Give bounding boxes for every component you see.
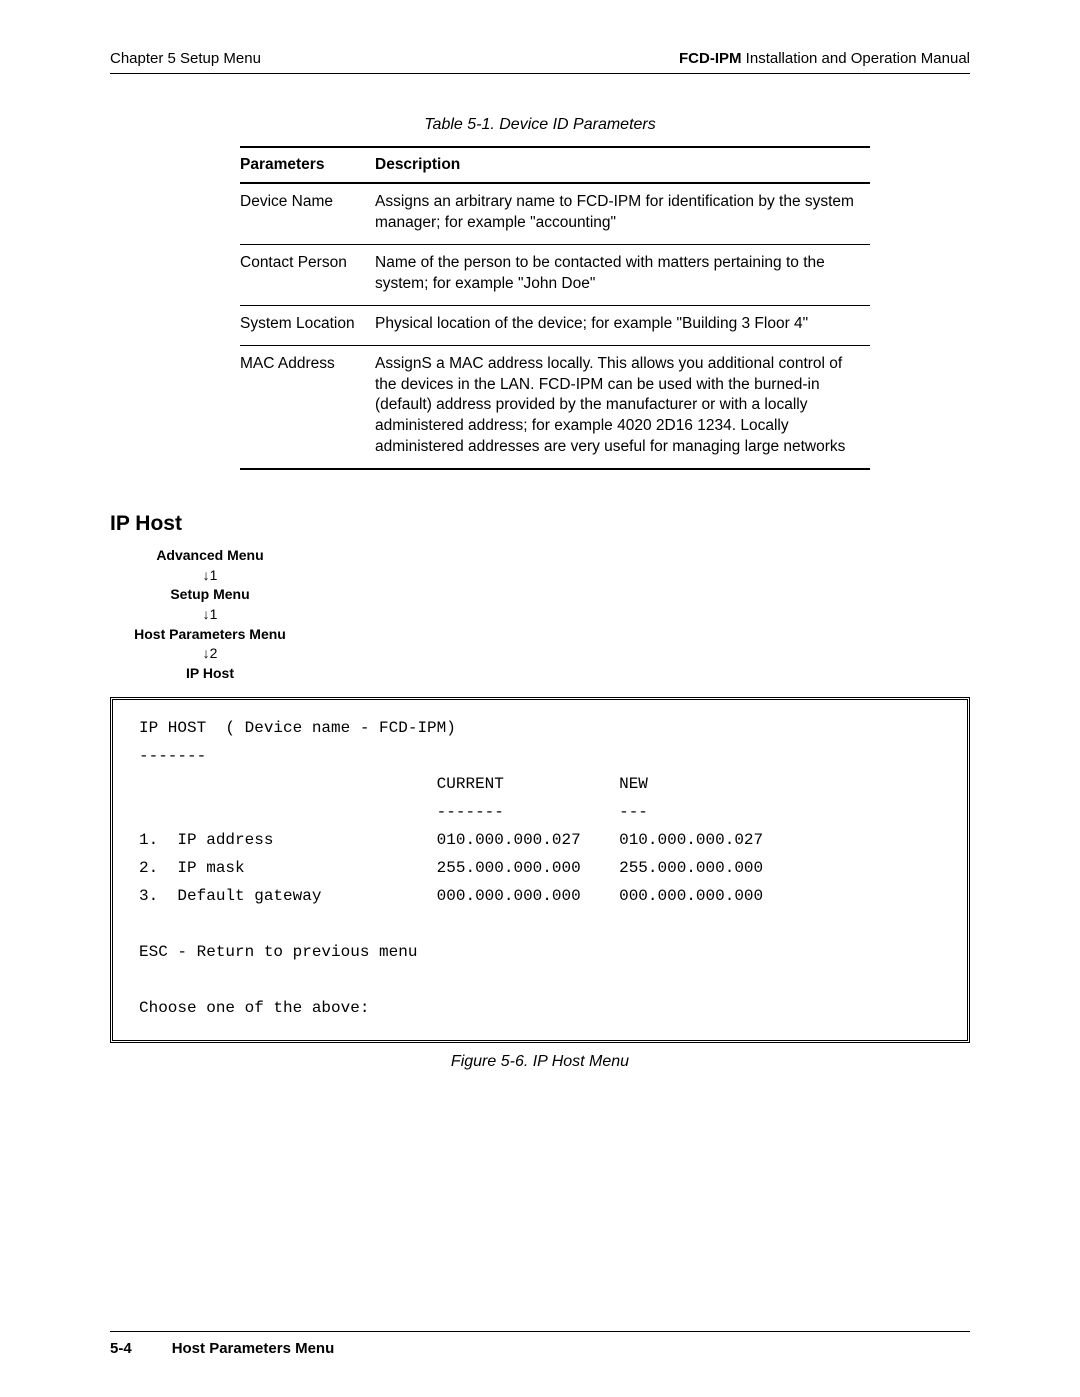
table-row: Contact Person Name of the person to be … (240, 244, 870, 305)
breadcrumb-step: Advanced Menu (110, 546, 310, 566)
term-col-current: CURRENT (437, 775, 504, 793)
term-row-new: 010.000.000.027 (619, 831, 763, 849)
breadcrumb-step: Setup Menu (110, 585, 310, 605)
terminal-menu: IP HOST ( Device name - FCD-IPM) -------… (110, 697, 970, 1043)
table-row: System Location Physical location of the… (240, 305, 870, 345)
table-caption: Table 5-1. Device ID Parameters (110, 116, 970, 134)
page-footer: 5-4 Host Parameters Menu (110, 1331, 970, 1357)
breadcrumb-step: IP Host (110, 664, 310, 684)
cell-desc: Assigns an arbitrary name to FCD-IPM for… (375, 183, 870, 244)
term-dash: ------- (139, 747, 206, 765)
term-row-current: 000.000.000.000 (437, 887, 619, 905)
term-title: IP HOST ( Device name - FCD-IPM) (139, 719, 456, 737)
term-row-current: 010.000.000.027 (437, 831, 619, 849)
term-row-label: Default gateway (177, 887, 436, 905)
cell-desc: AssignS a MAC address locally. This allo… (375, 345, 870, 469)
term-prompt: Choose one of the above: (139, 999, 369, 1017)
header-left: Chapter 5 Setup Menu (110, 50, 261, 67)
header-right-bold: FCD-IPM (679, 50, 742, 67)
cell-desc: Physical location of the device; for exa… (375, 305, 870, 345)
term-row-label: IP mask (177, 859, 436, 877)
page-header: Chapter 5 Setup Menu FCD-IPM Installatio… (110, 50, 970, 74)
breadcrumb-arrow: ↓1 (110, 605, 310, 625)
col-parameters: Parameters (240, 147, 375, 183)
term-row-num: 3. (139, 887, 158, 905)
cell-desc: Name of the person to be contacted with … (375, 244, 870, 305)
term-row-new: 000.000.000.000 (619, 887, 763, 905)
footer-section: Host Parameters Menu (172, 1340, 335, 1357)
table-row: MAC Address AssignS a MAC address locall… (240, 345, 870, 469)
section-title: IP Host (110, 512, 970, 536)
breadcrumb-arrow: ↓2 (110, 644, 310, 664)
term-row-num: 2. (139, 859, 158, 877)
cell-param: System Location (240, 305, 375, 345)
breadcrumb-arrow: ↓1 (110, 566, 310, 586)
breadcrumb-step: Host Parameters Menu (110, 625, 310, 645)
term-row-new: 255.000.000.000 (619, 859, 763, 877)
table-row: Device Name Assigns an arbitrary name to… (240, 183, 870, 244)
header-right-rest: Installation and Operation Manual (742, 50, 970, 67)
breadcrumb: Advanced Menu ↓1 Setup Menu ↓1 Host Para… (110, 546, 310, 683)
term-row-label: IP address (177, 831, 436, 849)
figure-caption: Figure 5-6. IP Host Menu (110, 1053, 970, 1071)
term-row-num: 1. (139, 831, 158, 849)
cell-param: Contact Person (240, 244, 375, 305)
term-col-new-dash: --- (619, 803, 648, 821)
table-header-row: Parameters Description (240, 147, 870, 183)
term-col-current-dash: ------- (437, 803, 504, 821)
col-description: Description (375, 147, 870, 183)
term-row-current: 255.000.000.000 (437, 859, 619, 877)
header-right: FCD-IPM Installation and Operation Manua… (679, 50, 970, 67)
term-esc: ESC - Return to previous menu (139, 943, 417, 961)
cell-param: MAC Address (240, 345, 375, 469)
parameters-table: Parameters Description Device Name Assig… (240, 146, 870, 470)
cell-param: Device Name (240, 183, 375, 244)
page-number: 5-4 (110, 1340, 132, 1357)
term-col-new: NEW (619, 775, 648, 793)
